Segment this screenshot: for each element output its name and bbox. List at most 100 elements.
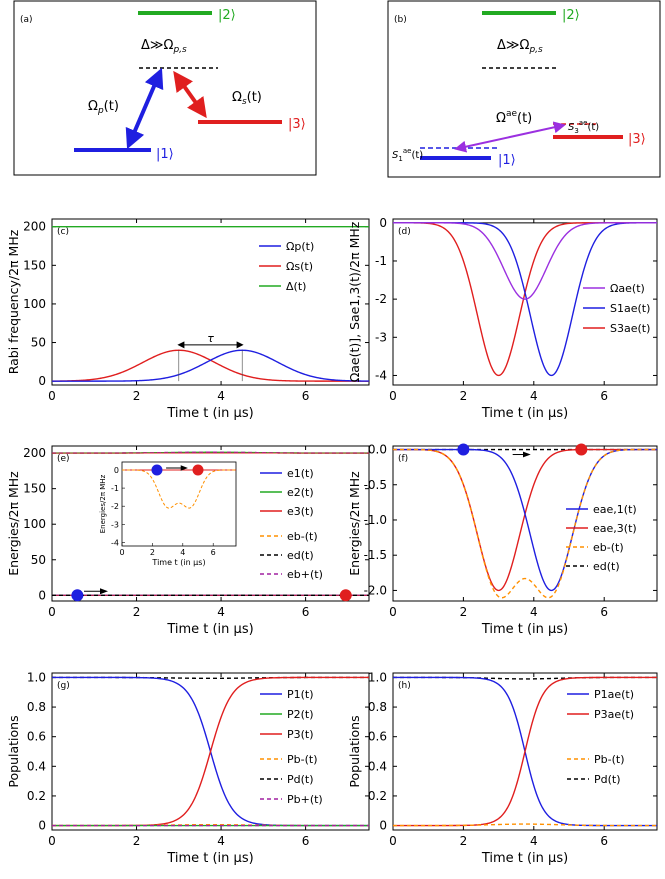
shift3-arg: (t) xyxy=(587,122,599,133)
y-tick-label: 0 xyxy=(38,819,46,833)
x-tick-label: 6 xyxy=(302,605,310,619)
y-tick-label: -2.0 xyxy=(364,583,387,597)
legend-entry: Pd(t) xyxy=(594,773,621,786)
series-line-omega-s xyxy=(51,349,369,382)
legend-entry: S1ae(t) xyxy=(610,302,650,315)
inset-x-tick-label: 2 xyxy=(150,548,155,557)
x-tick-label: 6 xyxy=(302,834,310,848)
stokes-main: Ω xyxy=(232,90,242,105)
x-tick-label: 2 xyxy=(133,605,141,619)
plot-frame xyxy=(392,445,658,602)
y-tick-label: 100 xyxy=(23,517,46,531)
y-axis-label: Energies/2π MHz xyxy=(6,471,21,576)
coupling-sup: ae xyxy=(506,109,518,119)
detuning-sub: p,s xyxy=(172,45,187,55)
state-marker-red xyxy=(575,443,588,456)
x-tick-label: 0 xyxy=(48,605,56,619)
shift1-label: S1ae(t) xyxy=(392,147,423,163)
stokes-sub: s xyxy=(242,97,247,107)
shift3-sup: ae xyxy=(579,119,588,127)
legend-entry: eb-(t) xyxy=(287,530,318,543)
b-level-3-label: |3⟩ xyxy=(628,132,646,147)
x-tick-label: 4 xyxy=(530,389,538,403)
level-2-label: |2⟩ xyxy=(218,8,236,23)
legend-entry: eae,3(t) xyxy=(593,522,637,535)
coupling-arrow xyxy=(454,121,566,153)
inset-y-tick-label: -1 xyxy=(111,484,119,493)
x-tick-label: 4 xyxy=(217,605,225,619)
legend-entry: eae,1(t) xyxy=(593,503,637,516)
inset-x-tick-label: 6 xyxy=(211,548,216,557)
y-tick-label: -0.5 xyxy=(364,478,387,492)
y-tick-label: 0.8 xyxy=(27,700,46,714)
x-tick-label: 2 xyxy=(133,389,141,403)
x-tick-label: 0 xyxy=(48,389,56,403)
x-tick-label: 6 xyxy=(600,605,608,619)
legend-entry: e2(t) xyxy=(287,486,314,499)
x-tick-label: 2 xyxy=(460,605,468,619)
level-1-label: |1⟩ xyxy=(156,147,174,162)
coupling-label: Ωae(t) xyxy=(496,109,532,126)
series-line-omega-ae xyxy=(393,222,657,300)
chart-c: 0 2 4 6 0 50 100 150 200 (c) Time t (in μs) Rabi fr… xyxy=(6,218,370,421)
x-tick-label: 4 xyxy=(217,834,225,848)
x-axis-label: Time t (in μs) xyxy=(166,851,253,866)
y-tick-label: 200 xyxy=(23,220,46,234)
series-line-omega-p xyxy=(52,349,370,382)
tau-label: τ xyxy=(207,332,214,345)
legend-entry: S3ae(t) xyxy=(610,322,650,335)
panel-a-frame xyxy=(13,0,317,176)
pump-label: Ωp(t) xyxy=(88,99,119,116)
plot-frame xyxy=(51,445,370,602)
legend-entry: Pb-(t) xyxy=(287,753,317,766)
y-axis-label: Ωae(t)], Sae1,3(t)/2π MHz xyxy=(347,221,362,382)
legend-entry: P3(t) xyxy=(287,728,314,741)
y-tick-label: 0 xyxy=(379,819,387,833)
plot-frame xyxy=(392,672,658,831)
y-tick-label: 0 xyxy=(38,374,46,388)
y-tick-label: -2 xyxy=(375,292,387,306)
panel-tag: (h) xyxy=(398,681,411,691)
y-tick-label: 0 xyxy=(38,588,46,602)
inset-y-tick-label: 0 xyxy=(114,466,119,475)
x-tick-label: 0 xyxy=(389,605,397,619)
inset-y-tick-label: -2 xyxy=(111,502,119,511)
b-level-1-label: |1⟩ xyxy=(498,153,516,168)
x-axis-label: Time t (in μs) xyxy=(166,622,253,637)
y-tick-label: 150 xyxy=(23,482,46,496)
legend-entry: Ωs(t) xyxy=(286,260,313,273)
plot-frame xyxy=(51,672,370,831)
y-tick-label: 1.0 xyxy=(27,670,46,684)
series-line-pb-minus xyxy=(393,823,657,827)
x-tick-label: 6 xyxy=(600,834,608,848)
inset-chart: 0 2 4 6 0 -1 -2 -3 -4 Time t (in μs) Energies/2π M… xyxy=(99,461,237,567)
pump-arrow xyxy=(125,67,164,150)
x-tick-label: 2 xyxy=(460,389,468,403)
panel-b-tag: (b) xyxy=(394,15,407,25)
b-level-2-label: |2⟩ xyxy=(562,8,580,23)
y-tick-label: 0.4 xyxy=(27,759,46,773)
b-detuning-sub: p,s xyxy=(528,45,543,55)
panel-tag: (f) xyxy=(398,454,408,464)
y-tick-label: 0.0 xyxy=(368,443,387,457)
y-tick-label: 0 xyxy=(379,216,387,230)
x-axis-label: Time t (in μs) xyxy=(481,406,568,421)
level-3-label: |3⟩ xyxy=(288,117,306,132)
chart-d: 0 2 4 6 0 -1 -2 -3 -4 (d) Time t (in μs) Ωae(t)], S… xyxy=(347,216,658,421)
legend-entry: Pd(t) xyxy=(287,773,314,786)
plot-frame xyxy=(51,218,370,386)
shift1-sub: 1 xyxy=(398,155,402,163)
legend-entry: eb-(t) xyxy=(593,541,624,554)
b-detuning-main: Δ≫Ω xyxy=(497,38,530,53)
pump-sub: p xyxy=(97,106,104,116)
y-tick-label: 0.6 xyxy=(27,730,46,744)
y-tick-label: 0.8 xyxy=(368,700,387,714)
shift1-main: S xyxy=(392,150,399,161)
shift3-sub: 3 xyxy=(574,127,578,135)
detuning-label: Δ≫Ωp,s xyxy=(141,38,187,55)
legend-entry: e1(t) xyxy=(287,467,314,480)
legend-entry: ed(t) xyxy=(287,549,314,562)
